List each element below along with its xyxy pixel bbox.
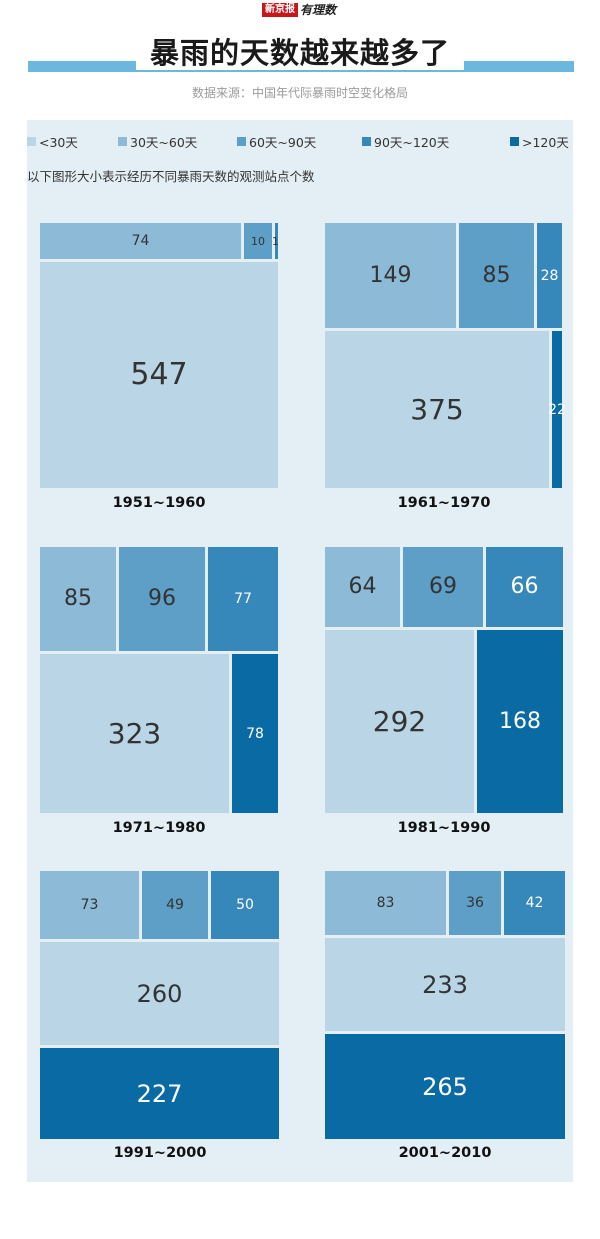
treemap-value: 96 [148,586,176,611]
period-label: 1961~1970 [397,495,491,511]
treemap-value: 66 [510,574,539,599]
treemap-value: 36 [466,895,484,911]
treemap-cell: 10 [244,223,272,259]
period-label: 1971~1980 [112,820,206,836]
treemap-value: 375 [410,392,464,426]
treemap-value: 49 [166,897,184,913]
treemap-cell: 22 [548,331,566,488]
treemap-cell: 292 [325,630,474,813]
legend-label: 90天~120天 [374,135,450,150]
treemap-value: 74 [131,233,150,249]
brand-sub: 有理数 [300,2,337,17]
treemap-value: 22 [548,401,566,418]
legend-label: <30天 [39,135,78,150]
treemap-cell: 85 [459,223,534,328]
treemap-cell: 260 [40,942,279,1045]
treemap-cell: 36 [449,871,501,935]
treemap-value: 64 [348,574,377,599]
treemap-cell: 49 [142,871,208,939]
brand-name: 新京报 [262,2,298,17]
treemap-value: 50 [236,897,254,913]
legend-item: 60天~90天 [237,132,316,151]
period-label: 1951~1960 [112,495,206,511]
treemap-cell: 547 [40,262,278,488]
treemap-value: 42 [525,895,544,911]
treemap-value: 323 [107,716,162,750]
legend-label: 30天~60天 [130,135,198,150]
treemap-cell: 73 [40,871,139,939]
treemap-cell: 149 [325,223,456,328]
page-title-text: 暴雨的天数越来越多了 [135,36,464,70]
treemap-cell: 85 [40,547,116,651]
treemap-value: 28 [540,267,559,284]
treemap-value: 1 [272,235,279,248]
legend: <30天 30天~60天 60天~90天 90天~120天 >120天 [27,132,587,151]
treemap-value: 168 [499,708,541,734]
treemap-value: 227 [136,1079,183,1108]
treemap-cell: 375 [325,331,549,488]
legend-label: 60天~90天 [249,135,317,150]
treemap-cell: 50 [211,871,279,939]
treemap-cell: 227 [40,1048,279,1139]
treemap-cell: 323 [40,654,229,813]
treemap-value: 233 [422,970,468,999]
treemap-cell: 83 [325,871,446,935]
treemap-value: 83 [376,895,395,911]
treemap-value: 547 [130,357,188,392]
treemap-value: 292 [372,704,427,738]
treemap-cell: 66 [486,547,563,627]
treemap-cell: 96 [119,547,205,651]
legend-item: 90天~120天 [362,132,449,151]
treemap-value: 260 [136,979,183,1008]
treemap-cell [275,223,278,259]
legend-item: <30天 [27,132,78,151]
treemap-cell: 168 [477,630,563,813]
period-label: 1991~2000 [113,1145,207,1161]
treemap-cell: 233 [325,938,565,1031]
period-label: 1981~1990 [397,820,491,836]
treemap-value: 10 [251,234,265,248]
treemap-value: 85 [64,586,92,611]
treemap-cell: 78 [232,654,278,813]
treemap-cell: 64 [325,547,400,627]
treemap-cell: 28 [537,223,562,328]
treemap-cell: 77 [208,547,278,651]
treemap-value: 77 [234,591,252,607]
legend-swatch [27,137,36,146]
brand-logo: 新京报 有理数 [262,2,336,17]
treemap-cell: 69 [403,547,483,627]
legend-swatch [118,137,127,146]
treemap-cell: 74 [40,223,241,259]
treemap-value: 265 [422,1072,468,1101]
treemap-cell: 265 [325,1034,565,1139]
legend-swatch [510,137,519,146]
treemap-value: 73 [80,897,99,913]
legend-item: >120天 [510,132,569,151]
treemap-value: 85 [482,262,511,288]
data-source: 数据来源：中国年代际暴雨时空变化格局 [191,86,408,100]
page-title: 暴雨的天数越来越多了 [0,30,600,72]
treemap-value: 149 [369,262,412,288]
treemap-cell: 42 [504,871,565,935]
legend-swatch [362,137,371,146]
treemap-value: 69 [429,574,457,599]
period-label: 2001~2010 [398,1145,492,1161]
legend-swatch [237,137,246,146]
legend-item: 30天~60天 [118,132,197,151]
chart-note: 以下图形大小表示经历不同暴雨天数的观测站点个数 [27,169,315,184]
treemap-value: 78 [246,725,264,742]
legend-label: >120天 [522,135,569,150]
